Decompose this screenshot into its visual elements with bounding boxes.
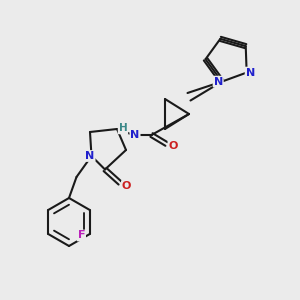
Text: O: O	[122, 181, 131, 191]
Text: F: F	[78, 230, 85, 241]
Text: O: O	[168, 141, 178, 152]
Text: N: N	[130, 130, 140, 140]
Text: N: N	[246, 68, 255, 78]
Text: N: N	[85, 151, 94, 161]
Text: H: H	[118, 123, 127, 134]
Text: N: N	[214, 76, 223, 87]
